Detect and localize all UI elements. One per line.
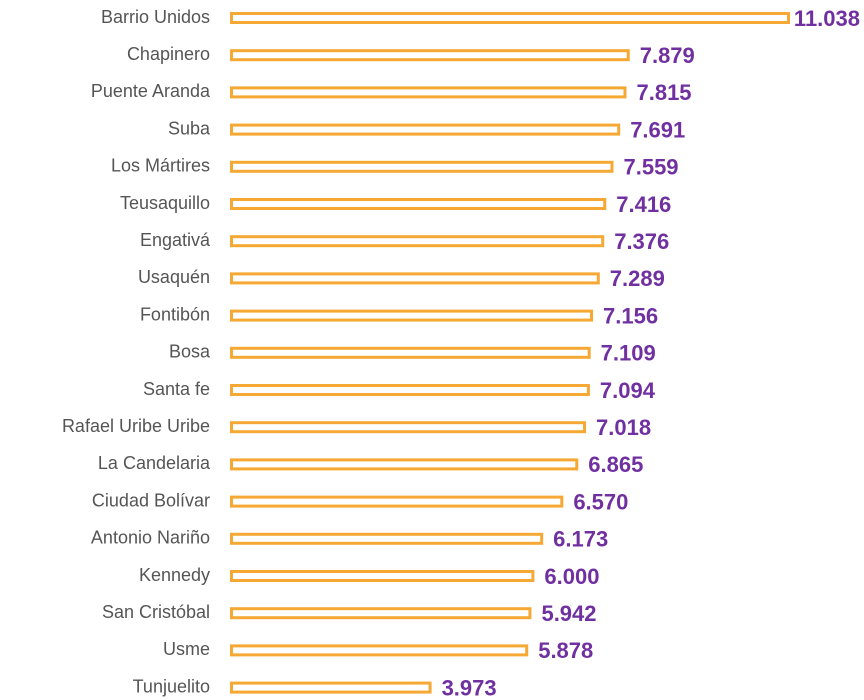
value-label: 5.942: [541, 601, 596, 626]
bar: [230, 123, 621, 136]
value-label: 7.018: [596, 415, 651, 440]
value-label: 11.038: [794, 6, 860, 31]
value-label: 7.156: [603, 303, 658, 328]
category-label: Barrio Unidos: [101, 7, 210, 27]
category-label: San Cristóbal: [102, 602, 210, 622]
bar: [230, 421, 587, 434]
value-label: 6.000: [544, 564, 599, 589]
value-label: 7.289: [610, 266, 665, 291]
bar: [230, 12, 790, 24]
category-label: Teusaquillo: [120, 193, 210, 213]
value-label: 7.376: [614, 229, 669, 254]
bar: [230, 458, 579, 471]
value-label: 7.094: [600, 378, 656, 403]
bar: [230, 235, 605, 248]
value-label: 5.878: [538, 638, 593, 663]
value-label: 7.691: [630, 117, 685, 142]
bar: [230, 644, 529, 657]
bar: [230, 272, 600, 285]
category-label: Fontibón: [140, 304, 210, 324]
bar: [230, 570, 535, 582]
category-label: Kennedy: [139, 565, 210, 585]
category-label: Chapinero: [127, 44, 210, 64]
value-label: 7.109: [601, 341, 656, 366]
value-label: 6.865: [588, 452, 643, 477]
bar: [230, 49, 630, 62]
category-label: Suba: [168, 118, 211, 138]
bar: [230, 607, 532, 620]
value-label: 6.173: [553, 527, 608, 552]
bar: [230, 346, 591, 359]
bar: [230, 309, 594, 322]
value-label: 7.879: [640, 43, 695, 68]
bar: [230, 495, 564, 508]
value-label: 7.559: [623, 155, 678, 180]
category-label: Ciudad Bolívar: [92, 490, 210, 510]
category-label: Antonio Nariño: [91, 528, 210, 548]
category-label: Usme: [163, 639, 210, 659]
bar: [230, 198, 607, 210]
bar: [230, 384, 590, 396]
bar: [230, 681, 432, 694]
category-label: Engativá: [140, 230, 211, 250]
category-label: Bosa: [169, 342, 211, 362]
value-label: 7.815: [636, 80, 691, 105]
category-label: Santa fe: [143, 379, 210, 399]
value-label: 6.570: [573, 489, 628, 514]
category-label: Usaquén: [138, 267, 210, 287]
category-label: Los Mártires: [111, 156, 210, 176]
bar: [230, 532, 544, 545]
bar: [230, 160, 614, 173]
bar: [230, 86, 627, 99]
category-label: La Candelaria: [98, 453, 211, 473]
value-label: 7.416: [616, 192, 671, 217]
category-label: Rafael Uribe Uribe: [62, 416, 210, 436]
category-label: Tunjuelito: [133, 676, 210, 696]
value-label: 3.973: [442, 675, 497, 700]
category-label: Puente Aranda: [91, 81, 211, 101]
